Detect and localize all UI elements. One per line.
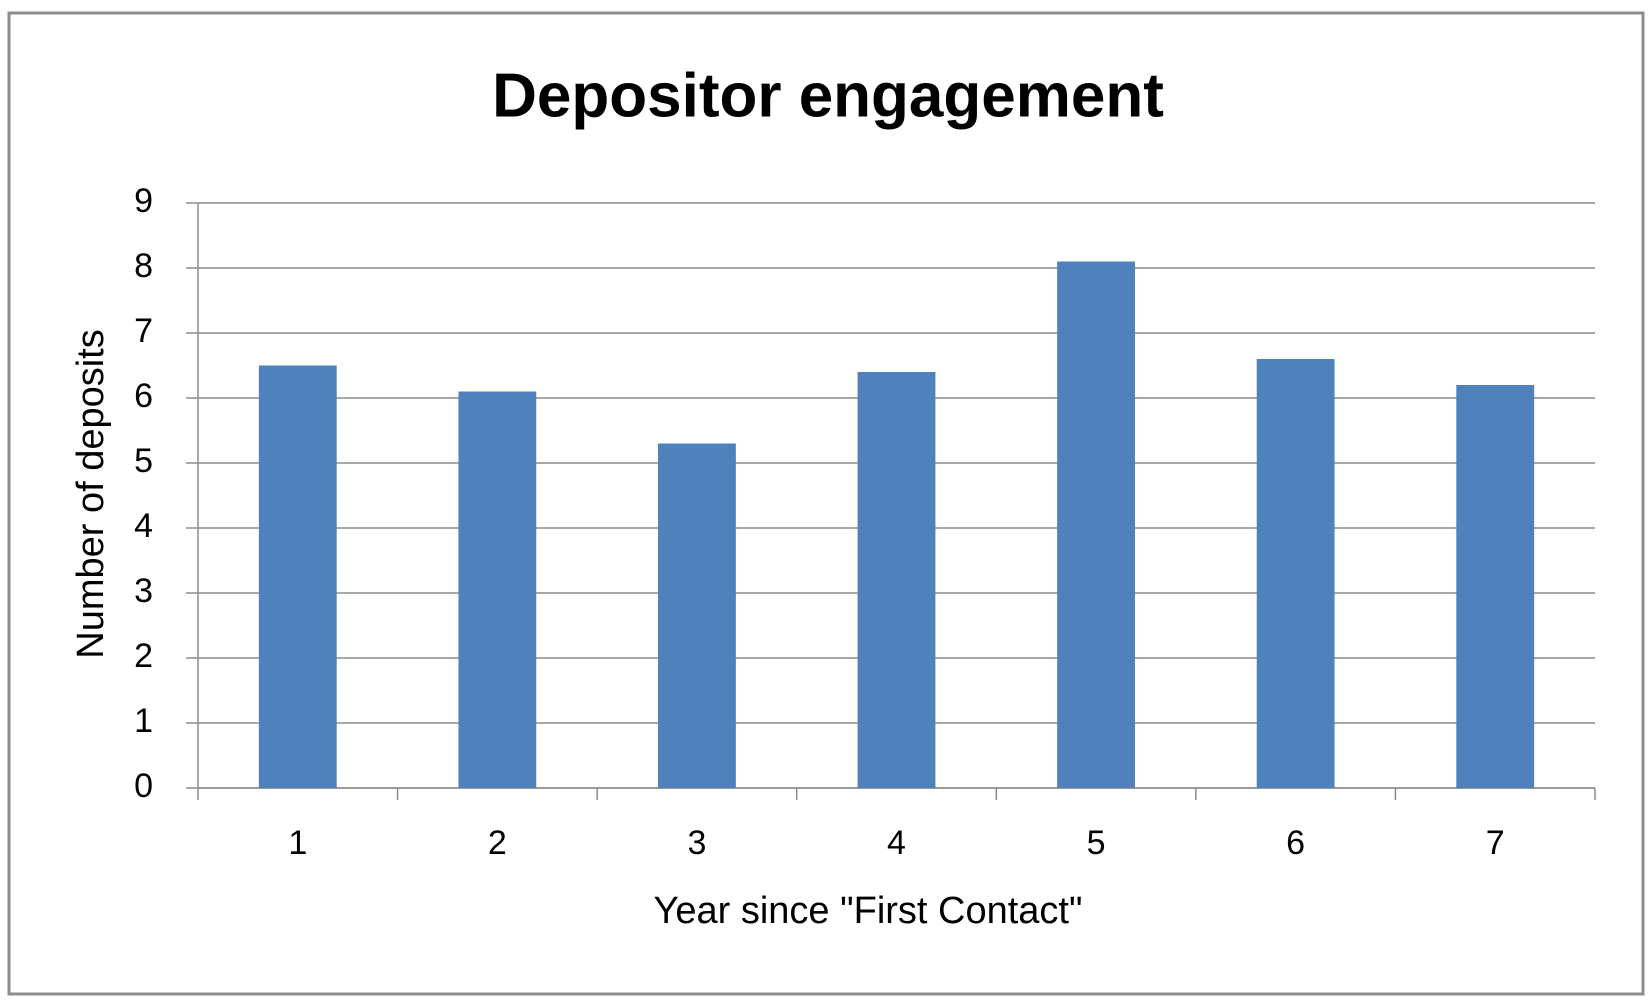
x-tick-label: 2 — [488, 824, 507, 862]
bar — [658, 443, 736, 788]
x-tick-label: 5 — [1087, 824, 1106, 862]
x-tick-label: 1 — [288, 824, 307, 862]
bar — [458, 391, 537, 788]
y-tick-label: 1 — [134, 702, 153, 740]
chart-frame — [7, 11, 1645, 996]
y-tick-label: 9 — [134, 182, 153, 220]
chart-title: Depositor engagement — [492, 61, 1164, 130]
x-axis-title: Year since "First Contact" — [654, 890, 1083, 932]
x-tick-label: 3 — [687, 824, 706, 862]
y-tick-label: 6 — [134, 377, 153, 415]
y-tick-label: 4 — [134, 507, 153, 545]
y-tick-label: 2 — [134, 637, 153, 675]
y-tick-label: 7 — [134, 312, 153, 350]
bar — [258, 365, 337, 788]
y-tick-label: 0 — [134, 767, 153, 805]
x-tick-label: 7 — [1486, 824, 1505, 862]
y-tick-label: 3 — [134, 572, 153, 610]
bar — [857, 372, 936, 788]
bar — [1256, 359, 1335, 788]
bar — [1057, 261, 1135, 788]
bar — [1456, 385, 1535, 788]
y-axis-title: Number of deposits — [70, 329, 112, 659]
y-tick-label: 5 — [134, 442, 153, 480]
x-tick-label: 6 — [1286, 824, 1305, 862]
x-tick-label: 4 — [887, 824, 906, 862]
y-tick-label: 8 — [134, 247, 153, 285]
